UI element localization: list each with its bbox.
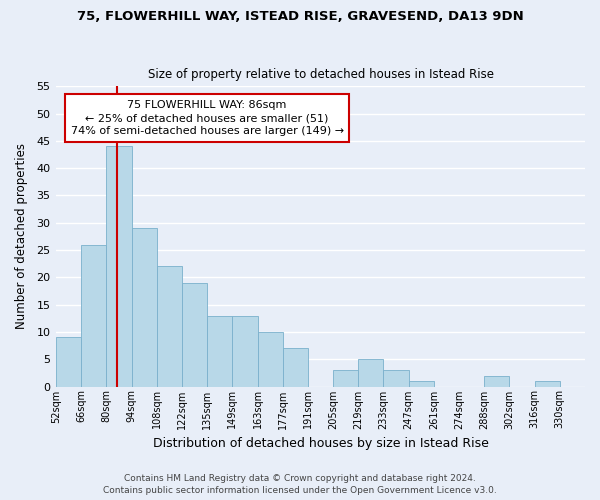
Bar — [157, 266, 182, 386]
Bar — [81, 244, 106, 386]
Text: Contains HM Land Registry data © Crown copyright and database right 2024.
Contai: Contains HM Land Registry data © Crown c… — [103, 474, 497, 495]
Bar — [257, 332, 283, 386]
Bar — [535, 381, 560, 386]
Bar — [333, 370, 358, 386]
Bar — [182, 283, 207, 387]
Bar — [106, 146, 131, 386]
Title: Size of property relative to detached houses in Istead Rise: Size of property relative to detached ho… — [148, 68, 494, 81]
Bar — [56, 338, 81, 386]
Bar — [232, 316, 257, 386]
Bar — [131, 228, 157, 386]
Text: 75 FLOWERHILL WAY: 86sqm
← 25% of detached houses are smaller (51)
74% of semi-d: 75 FLOWERHILL WAY: 86sqm ← 25% of detach… — [71, 100, 344, 136]
Bar — [484, 376, 509, 386]
Text: 75, FLOWERHILL WAY, ISTEAD RISE, GRAVESEND, DA13 9DN: 75, FLOWERHILL WAY, ISTEAD RISE, GRAVESE… — [77, 10, 523, 23]
Bar — [409, 381, 434, 386]
X-axis label: Distribution of detached houses by size in Istead Rise: Distribution of detached houses by size … — [152, 437, 488, 450]
Bar — [358, 359, 383, 386]
Bar — [383, 370, 409, 386]
Bar — [207, 316, 232, 386]
Bar — [283, 348, 308, 387]
Y-axis label: Number of detached properties: Number of detached properties — [15, 144, 28, 330]
